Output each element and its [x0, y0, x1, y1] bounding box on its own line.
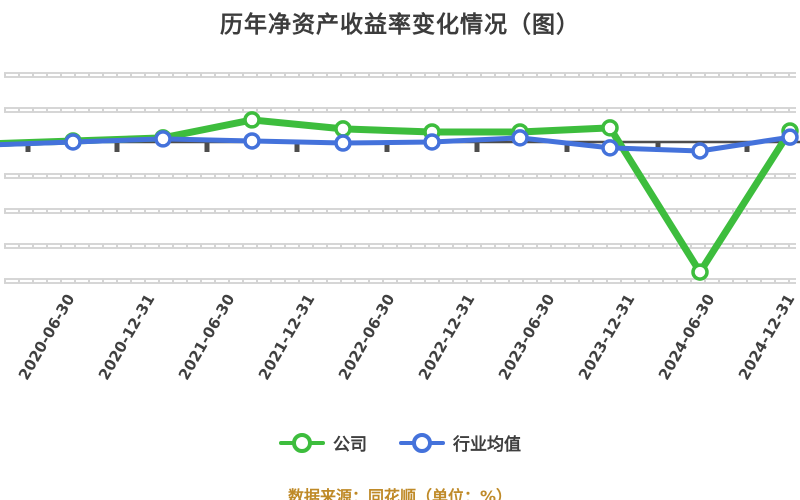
chart-title: 历年净资产收益率变化情况（图）: [220, 12, 580, 38]
legend-label-company: 公司: [333, 435, 367, 455]
x-axis-label: 2024-12-31: [735, 291, 799, 383]
x-axis-label: 2022-12-31: [415, 291, 479, 383]
data-point-marker-行业均值: [781, 128, 799, 146]
x-axis-tick: [564, 143, 570, 152]
data-point-marker-行业均值: [601, 139, 619, 157]
data-source-text: 数据来源：同花顺（单位：%）: [287, 487, 513, 500]
data-point-marker-行业均值: [154, 130, 172, 148]
company-series-marker-icon: [279, 432, 325, 454]
data-point-marker-行业均值: [243, 132, 261, 150]
data-point-marker-公司: [691, 263, 709, 281]
x-axis-label: 2023-06-30: [495, 291, 559, 383]
data-point-marker-行业均值: [691, 142, 709, 160]
data-source-note: 数据来源：同花顺（单位：%）: [0, 483, 800, 500]
legend-ring-swatch: [412, 432, 432, 453]
data-point-marker-行业均值: [64, 133, 82, 151]
x-axis-tick: [744, 143, 750, 152]
x-axis-label: 2024-06-30: [655, 291, 719, 383]
data-point-marker-公司: [334, 120, 352, 138]
legend-label-industry-average: 行业均值: [453, 435, 521, 455]
legend-item-industry-average: 行业均值: [399, 430, 521, 455]
chart-legend: 公司 行业均值: [0, 430, 800, 455]
data-point-marker-行业均值: [423, 133, 441, 151]
data-point-marker-行业均值: [511, 129, 529, 147]
x-axis-tick: [384, 143, 390, 152]
x-axis-label: 2023-12-31: [575, 291, 639, 383]
data-point-marker-公司: [243, 111, 261, 129]
x-axis-label: 2022-06-30: [335, 291, 399, 383]
x-axis-label: 2021-12-31: [255, 291, 319, 383]
data-point-marker-行业均值: [334, 134, 352, 152]
data-point-marker-公司: [601, 119, 619, 137]
industry-series-marker-icon: [399, 432, 445, 454]
legend-item-company: 公司: [279, 430, 367, 455]
series-line-行业均值: [0, 134, 793, 154]
legend-ring-swatch: [292, 432, 312, 453]
x-axis-tick: [25, 143, 31, 152]
x-axis-label: 2020-12-31: [95, 291, 159, 383]
x-axis-tick: [204, 143, 210, 152]
x-axis-tick: [294, 143, 300, 152]
x-axis-tick: [114, 143, 120, 152]
x-axis-label: 2021-06-30: [175, 291, 239, 383]
x-axis-label: 2020-06-30: [15, 291, 79, 383]
x-axis-tick: [474, 143, 480, 152]
